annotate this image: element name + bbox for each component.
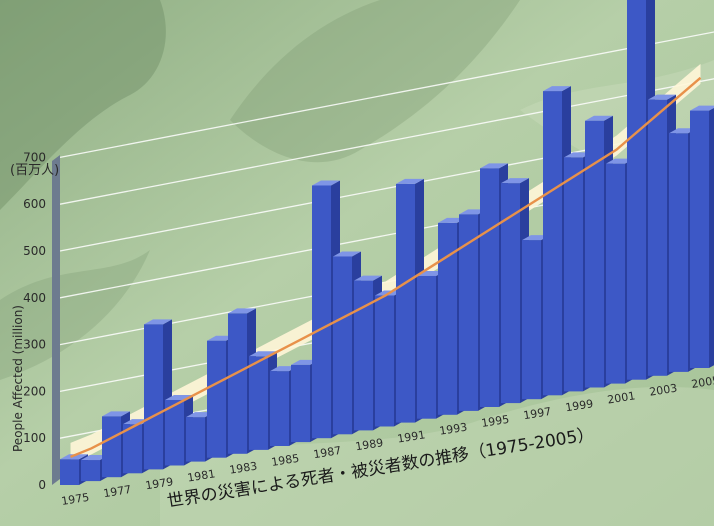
y-tick-label: 500 bbox=[23, 244, 46, 258]
x-tick-label: 1985 bbox=[270, 452, 300, 469]
x-tick-label: 1997 bbox=[522, 405, 552, 422]
x-tick-label: 1987 bbox=[312, 444, 342, 461]
y-tick-label: 300 bbox=[23, 338, 46, 352]
y-tick-label: 0 bbox=[38, 478, 46, 492]
y-tick-label: 600 bbox=[23, 197, 46, 211]
x-tick-label: 1979 bbox=[144, 475, 174, 492]
gridline bbox=[59, 78, 714, 205]
y-tick-label: 700 bbox=[23, 150, 46, 164]
y-axis-wall bbox=[52, 155, 60, 485]
x-tick-label: 1999 bbox=[564, 397, 594, 414]
x-tick-label: 1989 bbox=[354, 436, 384, 453]
y-tick-label: 200 bbox=[23, 384, 46, 398]
y-tick-label: 100 bbox=[23, 431, 46, 445]
x-tick-label: 1995 bbox=[480, 413, 510, 430]
x-tick-label: 1977 bbox=[102, 483, 132, 500]
y-unit-label: (百万人) bbox=[10, 163, 59, 178]
x-tick-label: 2001 bbox=[606, 389, 636, 406]
gridline bbox=[59, 31, 714, 159]
bar bbox=[690, 105, 714, 368]
x-tick-label: 1993 bbox=[438, 421, 468, 438]
y-tick-label: 400 bbox=[23, 291, 46, 305]
x-tick-label: 1983 bbox=[228, 460, 258, 477]
x-tick-label: 2003 bbox=[648, 382, 678, 399]
x-tick-label: 1981 bbox=[186, 467, 216, 484]
trend-line bbox=[70, 76, 702, 459]
y-axis-label: People Affected (million) bbox=[11, 305, 25, 452]
x-tick-label: 1975 bbox=[60, 491, 90, 508]
x-tick-label: 2005 bbox=[690, 374, 714, 391]
x-tick-label: 1991 bbox=[396, 428, 426, 445]
